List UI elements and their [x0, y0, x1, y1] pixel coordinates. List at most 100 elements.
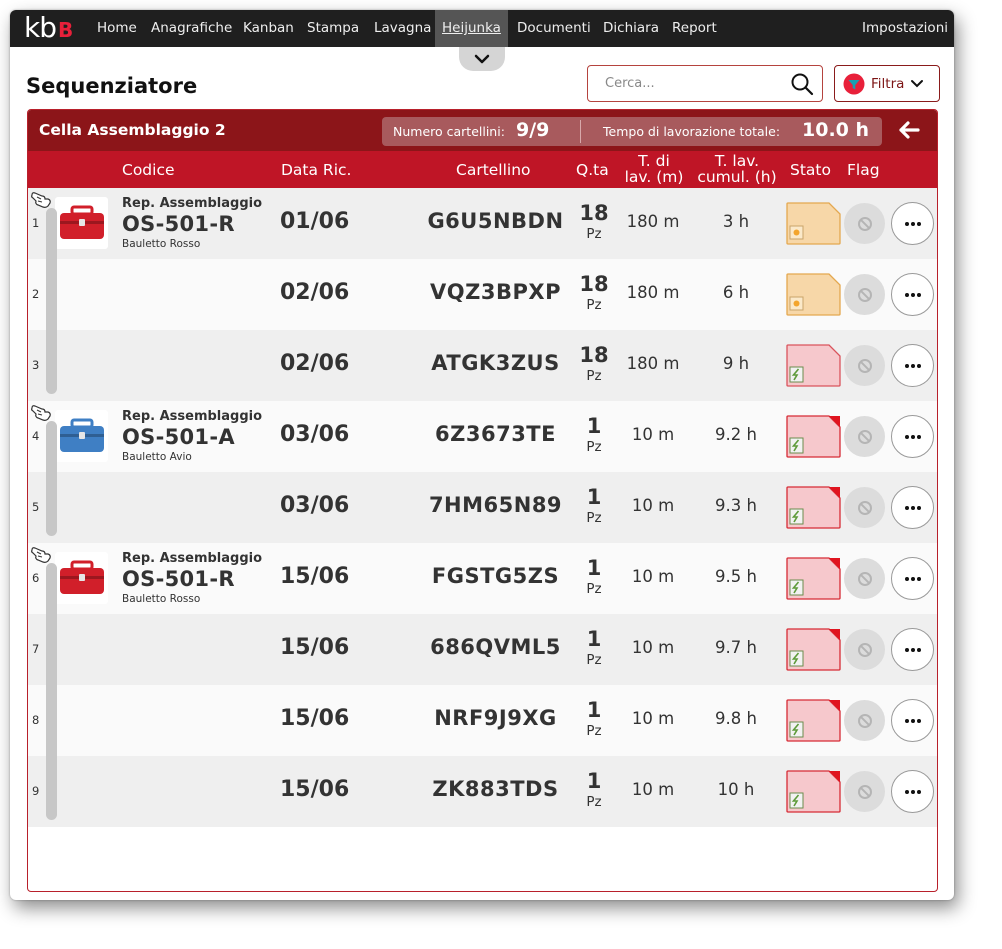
nav-item-lavagna[interactable]: Lavagna — [374, 20, 432, 36]
column-header-tcum-line2: cumul. (h) — [697, 168, 777, 186]
nav-item-heijunka[interactable]: Heijunka — [435, 10, 508, 47]
top-navigation-bar: kb B Home Anagrafiche Kanban Stampa Lava… — [10, 10, 954, 47]
row-number: 3 — [32, 358, 40, 372]
status-card-icon[interactable] — [786, 202, 841, 245]
nav-item-home[interactable]: Home — [97, 20, 137, 36]
group-drag-handle[interactable] — [46, 563, 57, 820]
status-card-icon[interactable] — [786, 770, 841, 813]
group-drag-handle[interactable] — [46, 208, 57, 394]
total-time-label: Tempo di lavorazione totale: — [603, 124, 781, 139]
product-image — [55, 197, 108, 249]
card-code: FGSTG5ZS — [431, 564, 560, 588]
flag-toggle-button[interactable] — [844, 629, 885, 670]
quantity-unit: Pz — [586, 368, 602, 384]
receipt-date: 02/06 — [280, 280, 350, 305]
card-code: ATGK3ZUS — [431, 351, 560, 375]
work-time: 10 m — [631, 567, 675, 586]
flag-toggle-button[interactable] — [844, 487, 885, 528]
flag-toggle-button[interactable] — [844, 771, 885, 812]
row-number: 5 — [32, 500, 40, 514]
more-options-button[interactable] — [891, 486, 934, 529]
flag-toggle-button[interactable] — [844, 416, 885, 457]
app-logo[interactable]: kb B — [24, 13, 73, 43]
search-input[interactable]: Cerca... — [587, 65, 823, 102]
total-time-value: 10.0 h — [802, 119, 870, 141]
sequence-row[interactable]: 4 Rep. Assemblaggio OS-501-A Bauletto Avio 0… — [28, 401, 937, 472]
receipt-date: 15/06 — [280, 635, 350, 660]
work-time: 180 m — [626, 283, 680, 302]
more-options-button[interactable] — [891, 628, 934, 671]
arrow-left-icon[interactable] — [898, 120, 920, 140]
flag-toggle-button[interactable] — [844, 700, 885, 741]
cumulative-time: 9 h — [722, 354, 750, 373]
cumulative-time: 9.2 h — [715, 425, 757, 444]
filter-button[interactable]: Filtra — [834, 65, 940, 102]
quantity-value: 1 — [586, 414, 602, 438]
block-icon — [857, 500, 872, 515]
column-header-card: Cartellino — [456, 161, 531, 179]
quantity-value: 18 — [579, 272, 609, 296]
group-drag-handle[interactable] — [46, 421, 57, 536]
status-card-icon[interactable] — [786, 344, 841, 387]
toolbox-icon — [59, 560, 104, 594]
sequence-row[interactable]: 2 02/06 VQZ3BPXP 18 Pz 180 m 6 h — [28, 259, 937, 330]
status-card-icon[interactable] — [786, 415, 841, 458]
cumulative-time: 9.5 h — [715, 567, 757, 586]
drag-hand-icon[interactable] — [30, 404, 52, 426]
logo-accent-text: B — [58, 18, 74, 42]
nav-item-settings[interactable]: Impostazioni — [862, 20, 948, 36]
nav-item-kanban[interactable]: Kanban — [243, 20, 294, 36]
sequence-row[interactable]: 7 15/06 686QVML5 1 Pz 10 m 9.7 h — [28, 614, 937, 685]
nav-item-documenti[interactable]: Documenti — [517, 20, 591, 36]
logo-main-text: kb — [24, 11, 57, 44]
nav-item-stampa[interactable]: Stampa — [307, 20, 360, 36]
more-options-button[interactable] — [891, 557, 934, 600]
collapse-toggle-button[interactable] — [459, 47, 505, 71]
column-header-tcum: T. lav. cumul. (h) — [692, 153, 782, 185]
sequence-row[interactable]: 9 15/06 ZK883TDS 1 Pz 10 m 10 h — [28, 756, 937, 827]
more-options-button[interactable] — [891, 202, 934, 245]
status-card-icon[interactable] — [786, 628, 841, 671]
sequence-row[interactable]: 3 02/06 ATGK3ZUS 18 Pz 180 m 9 h — [28, 330, 937, 401]
flag-toggle-button[interactable] — [844, 558, 885, 599]
status-card-icon[interactable] — [786, 557, 841, 600]
product-description: Bauletto Rosso — [122, 238, 201, 250]
more-options-button[interactable] — [891, 415, 934, 458]
row-number: 2 — [32, 287, 40, 301]
sequence-row[interactable]: 8 15/06 NRF9J9XG 1 Pz 10 m 9.8 h — [28, 685, 937, 756]
sequence-row[interactable]: 6 Rep. Assemblaggio OS-501-R Bauletto Rosso… — [28, 543, 937, 614]
status-card-icon[interactable] — [786, 486, 841, 529]
column-header-tcum-line1: T. lav. — [714, 152, 760, 170]
drag-hand-icon[interactable] — [30, 546, 52, 568]
block-icon — [857, 784, 872, 799]
more-options-button[interactable] — [891, 770, 934, 813]
quantity-unit: Pz — [586, 794, 602, 810]
ellipsis-icon — [904, 718, 921, 723]
flag-toggle-button[interactable] — [844, 274, 885, 315]
nav-item-anagrafiche[interactable]: Anagrafiche — [151, 20, 233, 36]
cumulative-time: 6 h — [722, 283, 750, 302]
status-card-icon[interactable] — [786, 699, 841, 742]
more-options-button[interactable] — [891, 344, 934, 387]
more-options-button[interactable] — [891, 273, 934, 316]
product-code: OS-501-A — [122, 425, 235, 449]
card-code: ZK883TDS — [432, 777, 559, 801]
nav-item-report[interactable]: Report — [672, 20, 717, 36]
more-options-button[interactable] — [891, 699, 934, 742]
receipt-date: 15/06 — [280, 564, 350, 589]
flag-toggle-button[interactable] — [844, 203, 885, 244]
sequence-row[interactable]: 5 03/06 7HM65N89 1 Pz 10 m 9.3 h — [28, 472, 937, 543]
nav-item-dichiara[interactable]: Dichiara — [603, 20, 659, 36]
flag-toggle-button[interactable] — [844, 345, 885, 386]
status-card-icon[interactable] — [786, 273, 841, 316]
search-icon[interactable] — [790, 72, 814, 96]
block-icon — [857, 713, 872, 728]
ellipsis-icon — [904, 363, 921, 368]
product-description: Bauletto Rosso — [122, 593, 201, 605]
quantity-value: 1 — [586, 627, 602, 651]
column-header-tlav-line2: lav. (m) — [624, 168, 684, 186]
card-code: NRF9J9XG — [434, 706, 557, 730]
drag-hand-icon[interactable] — [30, 191, 52, 213]
card-code: G6U5NBDN — [427, 209, 564, 233]
sequence-row[interactable]: 1 Rep. Assemblaggio OS-501-R Bauletto Rosso… — [28, 188, 937, 259]
